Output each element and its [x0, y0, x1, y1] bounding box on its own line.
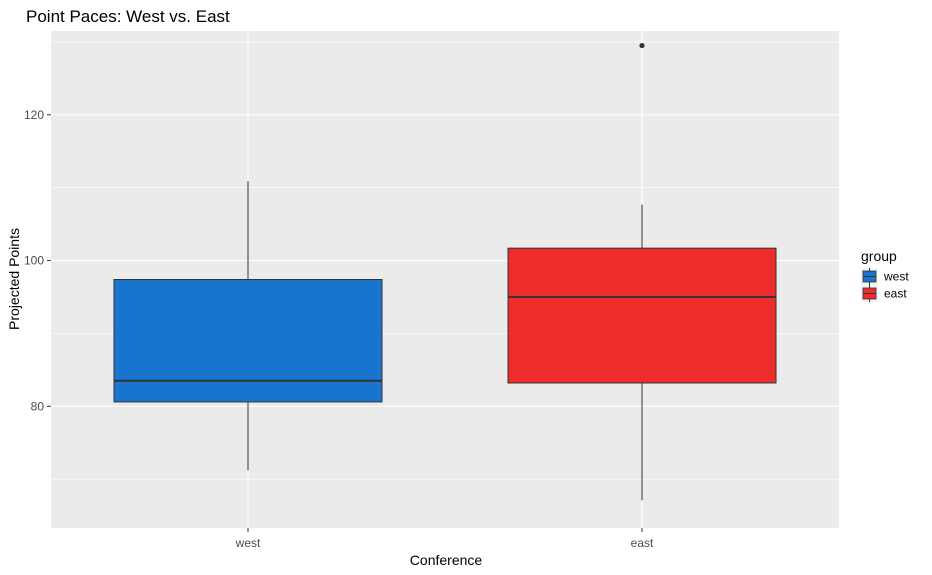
y-axis: 80 100 120 [24, 108, 51, 413]
y-tick-label: 100 [24, 254, 44, 268]
y-tick-label: 80 [31, 399, 45, 413]
x-tick-label: west [235, 536, 261, 550]
legend-title: group [861, 248, 897, 264]
iqr-box [507, 247, 777, 384]
x-axis-title: Conference [410, 552, 483, 568]
y-axis-title: Projected Points [6, 228, 22, 330]
chart-title: Point Paces: West vs. East [26, 7, 230, 26]
x-axis: west east [235, 528, 654, 550]
box-east [507, 42, 777, 501]
outlier-point [639, 42, 645, 49]
x-tick-label: east [631, 536, 654, 550]
legend-label-west: west [883, 270, 909, 284]
legend-label-east: east [884, 287, 907, 301]
box-west [113, 181, 383, 471]
legend: group west east [861, 248, 909, 302]
y-tick-label: 120 [24, 108, 44, 122]
legend-key-west [861, 268, 878, 285]
iqr-box [113, 279, 383, 403]
box-layer [113, 42, 777, 501]
legend-key-east [861, 285, 878, 302]
